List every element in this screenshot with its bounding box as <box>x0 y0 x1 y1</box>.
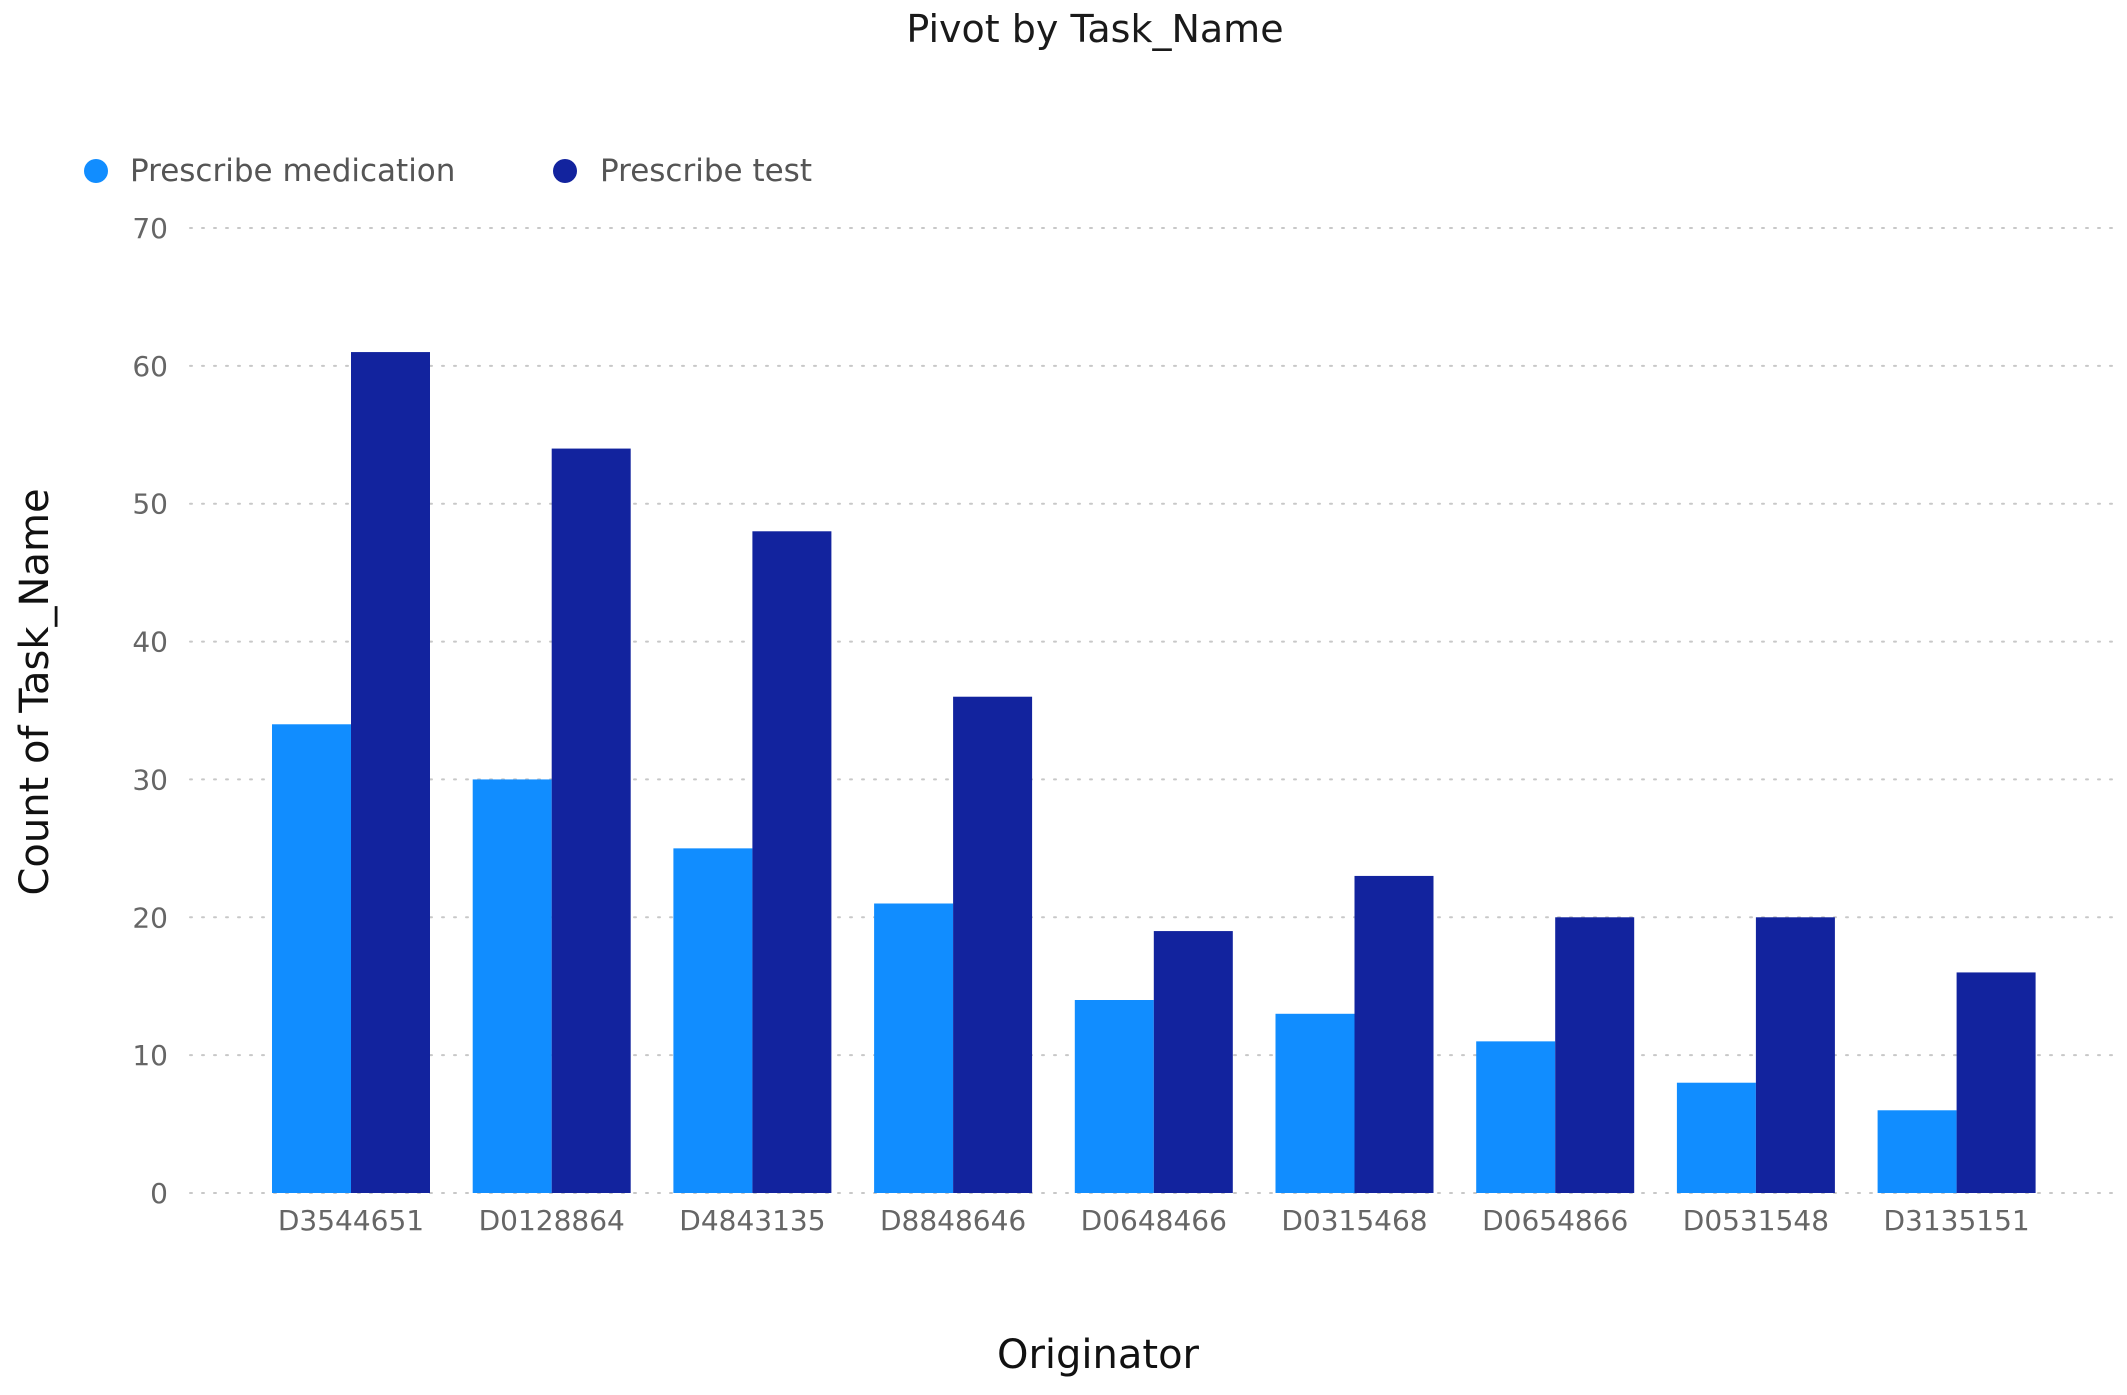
bar-prescribe-medication-d0654866[interactable] <box>1476 1041 1556 1193</box>
bars <box>272 352 2036 1194</box>
bar-prescribe-test-d0654866[interactable] <box>1555 917 1635 1193</box>
chart-title: Pivot by Task_Name <box>906 7 1283 51</box>
legend-swatch-prescribe-test <box>553 159 577 183</box>
x-axis-ticks: D3544651 D0128864 D4843135 D8848646 D0648466… <box>278 1204 2030 1237</box>
x-tick-label: D0128864 <box>479 1204 625 1237</box>
y-tick-label: 0 <box>150 1177 168 1210</box>
x-axis-title: Originator <box>997 1332 1200 1378</box>
legend-item-prescribe-medication[interactable]: Prescribe medication <box>84 153 455 189</box>
x-tick-label: D8848646 <box>880 1204 1026 1237</box>
bar-prescribe-test-d8848646[interactable] <box>953 696 1033 1193</box>
bar-prescribe-test-d3544651[interactable] <box>351 352 430 1194</box>
bar-prescribe-medication-d0648466[interactable] <box>1074 1000 1154 1193</box>
x-tick-label: D0531548 <box>1683 1204 1829 1237</box>
x-tick-label: D0648466 <box>1081 1204 1227 1237</box>
y-tick-label: 20 <box>132 901 168 934</box>
y-tick-label: 40 <box>132 626 168 659</box>
x-tick-label: D3544651 <box>278 1204 424 1237</box>
y-tick-label: 10 <box>132 1039 168 1072</box>
y-tick-label: 50 <box>132 488 168 521</box>
bar-prescribe-test-d0315468[interactable] <box>1354 875 1434 1193</box>
y-tick-label: 60 <box>132 350 168 383</box>
bar-prescribe-medication-d0531548[interactable] <box>1676 1082 1756 1193</box>
legend: Prescribe medication Prescribe test <box>84 153 812 189</box>
bar-prescribe-medication-d8848646[interactable] <box>874 903 954 1194</box>
x-tick-label: D4843135 <box>679 1204 825 1237</box>
bar-prescribe-test-d3135151[interactable] <box>1956 972 2036 1193</box>
bar-prescribe-test-d0648466[interactable] <box>1153 931 1233 1193</box>
bar-prescribe-medication-d3135151[interactable] <box>1877 1110 1957 1193</box>
bar-prescribe-medication-d4843135[interactable] <box>673 848 753 1193</box>
legend-label-prescribe-medication: Prescribe medication <box>130 153 455 189</box>
bar-prescribe-test-d0128864[interactable] <box>551 448 631 1194</box>
legend-label-prescribe-test: Prescribe test <box>600 153 812 189</box>
legend-item-prescribe-test[interactable]: Prescribe test <box>553 153 812 189</box>
y-axis-title: Count of Task_Name <box>12 488 58 895</box>
bar-prescribe-medication-d3544651[interactable] <box>272 724 351 1193</box>
x-tick-label: D3135151 <box>1883 1204 2029 1237</box>
y-tick-label: 30 <box>132 763 168 796</box>
bar-prescribe-test-d0531548[interactable] <box>1755 917 1835 1193</box>
x-tick-label: D0315468 <box>1281 1204 1427 1237</box>
y-tick-label: 70 <box>132 212 168 245</box>
x-tick-label: D0654866 <box>1482 1204 1628 1237</box>
bar-prescribe-test-d4843135[interactable] <box>752 531 832 1193</box>
legend-swatch-prescribe-medication <box>84 159 108 183</box>
y-axis-ticks: 0 10 20 30 40 50 60 70 <box>132 212 168 1210</box>
bar-prescribe-medication-d0128864[interactable] <box>472 779 552 1193</box>
bar-prescribe-medication-d0315468[interactable] <box>1275 1013 1355 1193</box>
